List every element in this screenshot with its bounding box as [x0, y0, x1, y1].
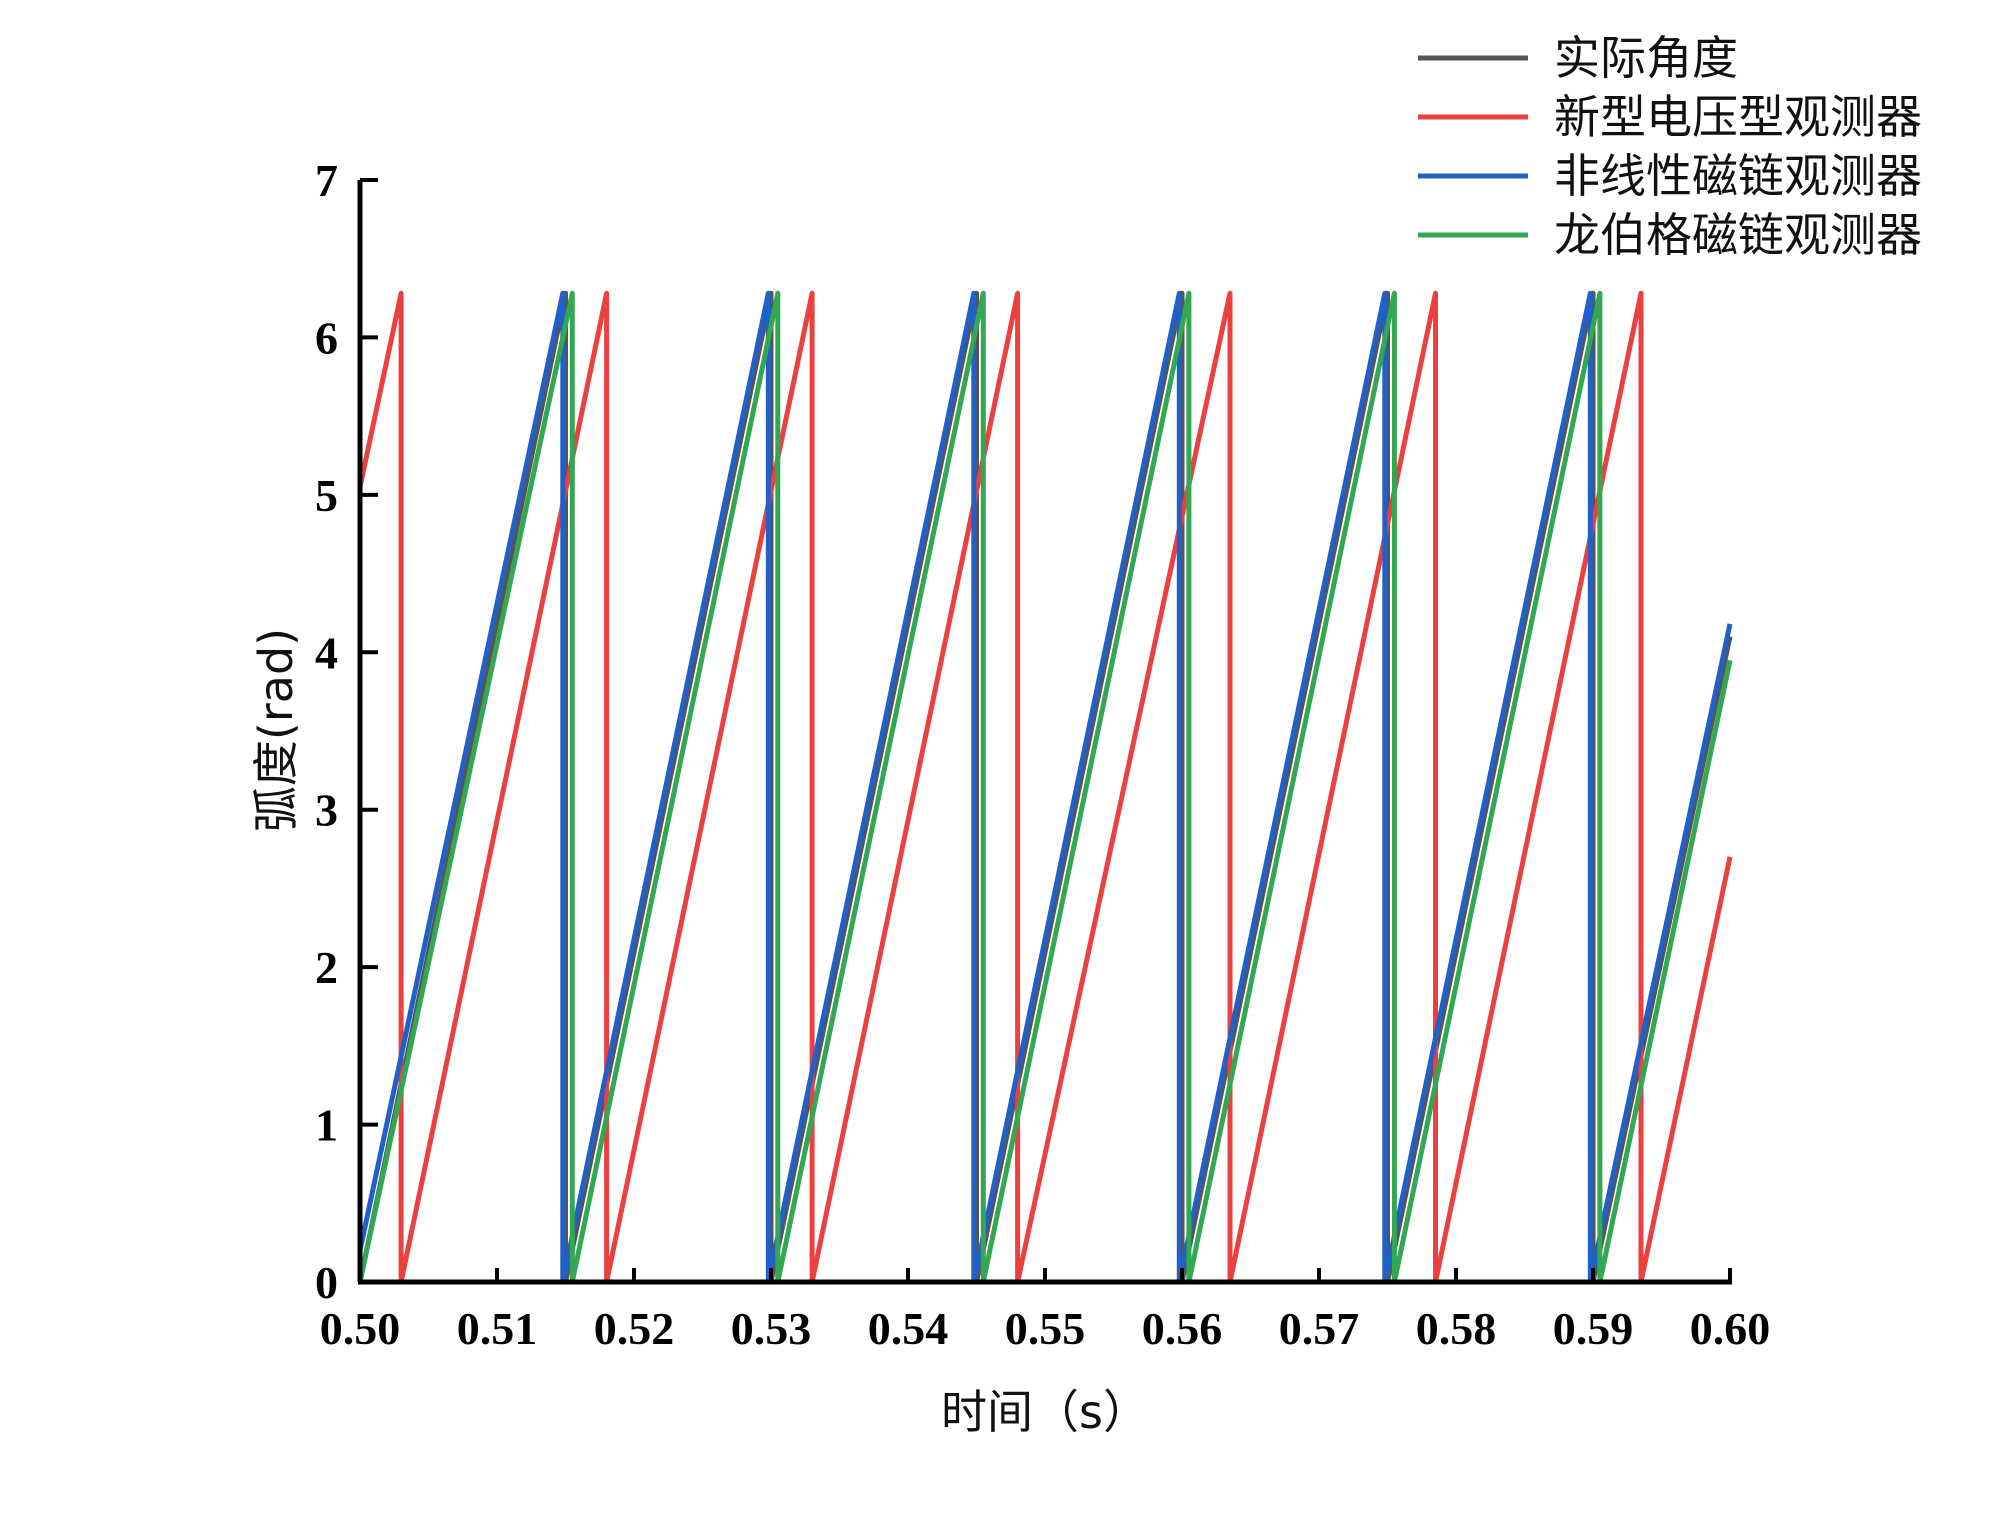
- series-line-3: [357, 290, 1733, 1285]
- x-tick-label: 0.50: [320, 1303, 401, 1354]
- legend-label-1: 新型电压型观测器: [1554, 90, 1922, 144]
- x-tick-label: 0.60: [1690, 1303, 1771, 1354]
- x-tick-label: 0.58: [1416, 1303, 1497, 1354]
- x-axis-title: 时间（s）: [941, 1385, 1149, 1439]
- y-tick-label: 7: [315, 155, 338, 206]
- series-line-0: [357, 290, 1733, 1285]
- y-ticks: 0 1 2 3 4 5 6 7: [315, 155, 378, 1308]
- y-tick-label: 1: [315, 1100, 338, 1151]
- y-axis-title: 弧度(rad): [249, 628, 303, 832]
- x-tick-label: 0.57: [1279, 1303, 1360, 1354]
- x-tick-label: 0.52: [594, 1303, 675, 1354]
- series-line-2: [357, 290, 1733, 1285]
- y-tick-label: 2: [315, 942, 338, 993]
- y-tick-label: 6: [315, 312, 338, 363]
- x-tick-label: 0.53: [731, 1303, 812, 1354]
- x-tick-label: 0.51: [457, 1303, 538, 1354]
- legend-label-0: 实际角度: [1554, 31, 1738, 85]
- x-tick-label: 0.59: [1553, 1303, 1634, 1354]
- x-tick-label: 0.56: [1142, 1303, 1223, 1354]
- legend-label-2: 非线性磁链观测器: [1554, 149, 1922, 203]
- x-tick-label: 0.54: [868, 1303, 949, 1354]
- y-tick-label: 3: [315, 785, 338, 836]
- series-line-1: [357, 290, 1733, 1285]
- x-ticks: 0.50 0.51 0.52 0.53 0.54 0.55 0.56 0.57 0.58 0.59…: [320, 1268, 1771, 1354]
- x-tick-label: 0.55: [1005, 1303, 1086, 1354]
- legend-label-3: 龙伯格磁链观测器: [1554, 208, 1922, 262]
- y-tick-label: 0: [315, 1257, 338, 1308]
- y-tick-label: 5: [315, 470, 338, 521]
- plot-lines: [357, 290, 1733, 1285]
- y-tick-label: 4: [315, 627, 338, 678]
